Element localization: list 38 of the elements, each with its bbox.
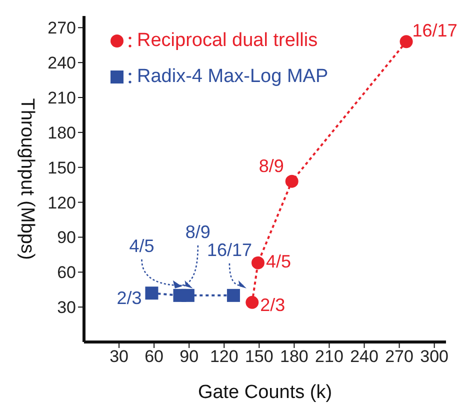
x-tick-label: 120 — [210, 347, 238, 366]
x-tick-label: 240 — [350, 347, 378, 366]
annotation: 4/5 — [266, 252, 292, 272]
y-axis-title: Throughput (Mbps) — [16, 98, 38, 260]
x-tick-label: 90 — [180, 347, 199, 366]
annotation: 8/9 — [185, 222, 210, 242]
point — [251, 256, 264, 270]
y-tick-label: 180 — [48, 123, 76, 142]
legend-label: Radix-4 Max-Log MAP — [137, 66, 328, 88]
x-tick-label: 300 — [420, 347, 449, 366]
point — [400, 35, 413, 48]
annotation: 8/9 — [258, 156, 284, 176]
x-tick-label: 60 — [144, 347, 164, 366]
legend-label: Reciprocal dual trellis — [137, 30, 318, 52]
y-tick-label: 270 — [48, 18, 76, 38]
y-tick-label: 90 — [57, 228, 76, 248]
x-tick-label: 150 — [244, 347, 274, 366]
annotation: 4/5 — [129, 236, 154, 256]
annotation: 16/17 — [206, 240, 252, 260]
x-axis-title: Gate Counts (k) — [198, 382, 332, 403]
x-tick-label: 270 — [385, 347, 414, 366]
x-tick-label: 180 — [280, 347, 308, 366]
point — [181, 288, 194, 302]
x-tick-label: 210 — [315, 347, 344, 366]
annotation: 2/3 — [260, 295, 286, 316]
x-tick-label: 30 — [110, 347, 128, 366]
y-tick-label: 240 — [48, 54, 76, 73]
y-tick-label: 150 — [48, 158, 76, 178]
point — [285, 174, 298, 188]
point — [145, 286, 158, 300]
y-tick-label: 120 — [48, 193, 76, 212]
y-tick-label: 30 — [57, 298, 76, 318]
annotation: 2/3 — [116, 288, 142, 308]
point — [226, 288, 240, 302]
annotation: 16/17 — [412, 20, 458, 40]
point — [246, 296, 259, 309]
y-tick-label: 60 — [57, 263, 76, 282]
y-tick-label: 210 — [48, 88, 76, 108]
